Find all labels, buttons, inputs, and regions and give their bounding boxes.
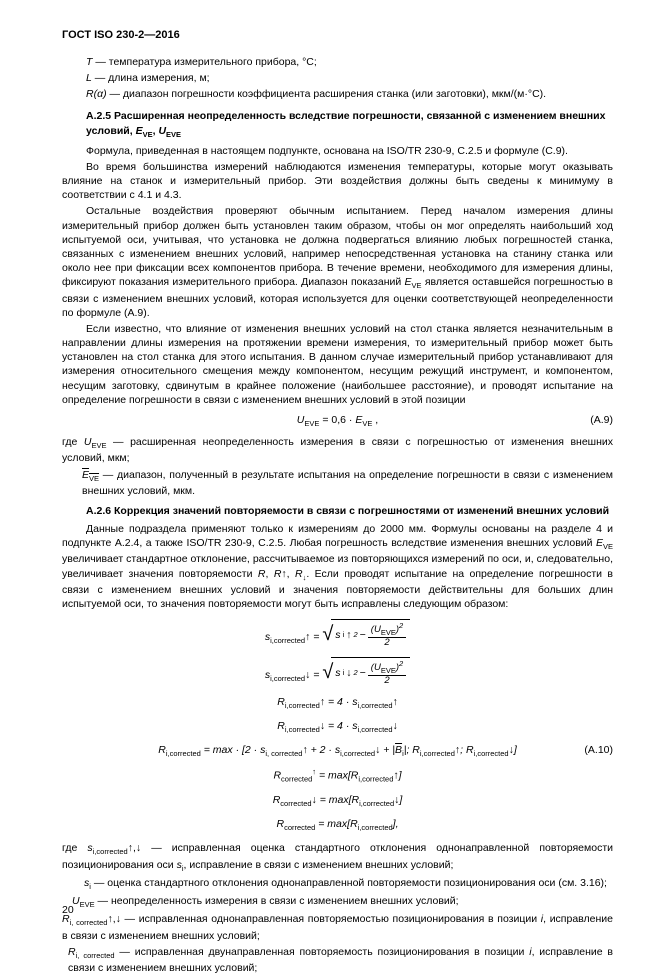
a25-p3: Остальные воздействия проверяют обычным … (62, 204, 613, 319)
a25-where1: где UEVE — расширенная неопределенность … (62, 435, 613, 465)
formula-ri-up: Ri,corrected↑ = 4 · si,corrected↑ (62, 695, 613, 711)
formula-ri-corrected: Ri,corrected = max · [2 · si, corrected↑… (62, 743, 613, 759)
a26-where4: Ri, corrected↑,↓ — исправленная однонапр… (62, 912, 613, 942)
a25-where2: EVE — диапазон, полученный в результате … (62, 468, 613, 498)
a26-where2: si — оценка стандартного отклонения одно… (62, 876, 613, 892)
formula-ri-down: Ri,corrected↓ = 4 · si,corrected↓ (62, 719, 613, 735)
section-a25-title: A.2.5 Расширенная неопределенность вслед… (62, 109, 613, 139)
a25-p4: Если известно, что влияние от изменения … (62, 322, 613, 407)
formula-s-up: si,corrected↑ = √si↑2 − (UEVE)22 (62, 619, 613, 649)
formula-s-down: si,corrected↓ = √si↓2 − (UEVE)22 (62, 657, 613, 687)
formula-rcorr: Rcorrected = max[Ri,corrected], (62, 817, 613, 833)
a25-p2: Во время большинства измерений наблюдают… (62, 160, 613, 203)
a26-p1: Данные подраздела применяют только к изм… (62, 522, 613, 611)
def-Ralpha: R(α) — диапазон погрешности коэффициента… (62, 87, 613, 101)
def-L: L — длина измерения, м; (62, 71, 613, 85)
formula-rcorr-up: Rcorrected↑ = max[Ri,corrected↑] (62, 767, 613, 785)
definitions-block: T — температура измерительного прибора, … (62, 55, 613, 102)
def-T: T — температура измерительного прибора, … (62, 55, 613, 69)
page-number: 20 (62, 903, 74, 917)
formula-rcorr-down: Rcorrected↓ = max[Ri,corrected↓] (62, 793, 613, 809)
doc-header: ГОСТ ISO 230-2—2016 (62, 28, 613, 43)
a26-where1: где si,corrected↑,↓ — исправленная оценк… (62, 841, 613, 873)
formula-a9: UEVE = 0,6 · EVE , (A.9) (62, 413, 613, 429)
section-a26-title: A.2.6 Коррекция значений повторяемости в… (62, 504, 613, 518)
a26-where5: Ri, corrected — исправленная двунаправле… (62, 945, 613, 975)
a25-p1: Формула, приведенная в настоящем подпунк… (62, 144, 613, 158)
a26-where3: UEVE — неопределенность измерения в связ… (62, 894, 613, 910)
